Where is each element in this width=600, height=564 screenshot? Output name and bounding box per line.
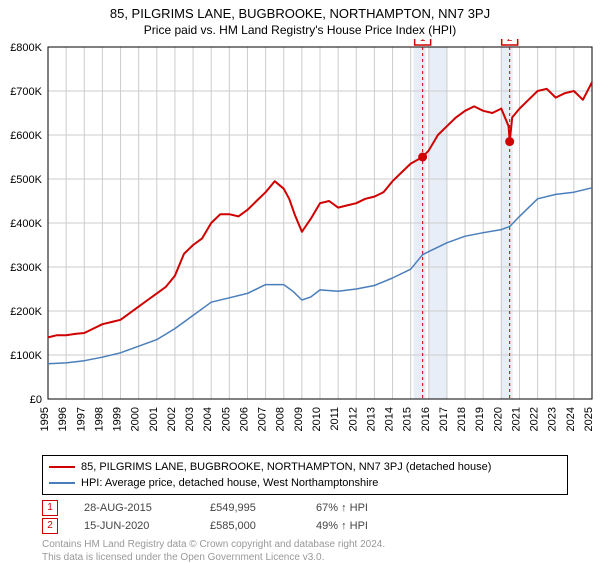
marker-badge: 2 (42, 518, 58, 534)
x-axis-tick-label: 2002 (166, 407, 178, 431)
x-axis-tick-label: 2024 (565, 407, 577, 431)
x-axis-tick-label: 2010 (311, 407, 323, 431)
marker-pct: 67% ↑ HPI (316, 499, 406, 517)
x-axis-tick-label: 2014 (384, 407, 396, 431)
marker-badge: 1 (42, 500, 58, 516)
footer-line-2: This data is licensed under the Open Gov… (42, 552, 568, 564)
legend: 85, PILGRIMS LANE, BUGBROOKE, NORTHAMPTO… (42, 455, 568, 495)
x-axis-tick-label: 2019 (474, 407, 486, 431)
legend-item: HPI: Average price, detached house, West… (49, 475, 561, 491)
marker-badge: 1 (420, 39, 426, 44)
marker-table-row: 2 15-JUN-2020 £585,000 49% ↑ HPI (42, 517, 568, 535)
x-axis-tick-label: 1997 (75, 407, 87, 431)
legend-swatch (49, 466, 75, 468)
footer-attribution: Contains HM Land Registry data © Crown c… (42, 539, 568, 564)
chart-container: 85, PILGRIMS LANE, BUGBROOKE, NORTHAMPTO… (0, 0, 600, 560)
footer-line-1: Contains HM Land Registry data © Crown c… (42, 539, 568, 552)
x-axis-tick-label: 2000 (130, 407, 142, 431)
marker-table: 1 28-AUG-2015 £549,995 67% ↑ HPI 2 15-JUN-202… (42, 499, 568, 535)
y-axis-tick-label: £700K (10, 86, 42, 98)
x-axis-tick-label: 2022 (529, 407, 541, 431)
chart-subtitle: Price paid vs. HM Land Registry's House … (0, 21, 600, 39)
marker-date: 28-AUG-2015 (84, 499, 184, 517)
legend-item: 85, PILGRIMS LANE, BUGBROOKE, NORTHAMPTO… (49, 459, 561, 475)
y-axis-tick-label: £0 (30, 394, 42, 406)
x-axis-tick-label: 2009 (293, 407, 305, 431)
y-axis-tick-label: £600K (10, 130, 42, 142)
marker-price: £549,995 (210, 499, 290, 517)
x-axis-tick-label: 2004 (202, 407, 214, 431)
x-axis-tick-label: 2025 (583, 407, 595, 431)
x-axis-tick-label: 2003 (184, 407, 196, 431)
x-axis-tick-label: 2020 (492, 407, 504, 431)
x-axis-tick-label: 2018 (456, 407, 468, 431)
x-axis-tick-label: 1995 (39, 407, 51, 431)
chart-plot-area: £0 £100K £200K £300K £400K £500K £600K £700K £80… (0, 39, 600, 449)
x-axis-tick-label: 2012 (347, 407, 359, 431)
x-axis-tick-label: 2017 (438, 407, 450, 431)
x-axis-tick-label: 1999 (112, 407, 124, 431)
legend-label: 85, PILGRIMS LANE, BUGBROOKE, NORTHAMPTO… (81, 459, 491, 475)
x-axis-tick-label: 2006 (238, 407, 250, 431)
x-axis-tick-label: 2007 (257, 407, 269, 431)
marker-price: £585,000 (210, 517, 290, 535)
y-axis-tick-label: £400K (10, 218, 42, 230)
legend-label: HPI: Average price, detached house, West… (81, 475, 378, 491)
x-axis-tick-label: 2005 (220, 407, 232, 431)
x-axis-tick-label: 2016 (420, 407, 432, 431)
x-axis-tick-label: 2013 (365, 407, 377, 431)
legend-swatch (49, 482, 75, 484)
x-axis-tick-label: 2011 (329, 407, 341, 431)
y-axis-tick-label: £200K (10, 306, 42, 318)
x-axis-tick-label: 2015 (402, 407, 414, 431)
x-axis-tick-label: 2021 (510, 407, 522, 431)
y-axis-tick-label: £100K (10, 350, 42, 362)
marker-pct: 49% ↑ HPI (316, 517, 406, 535)
y-axis-tick-label: £300K (10, 262, 42, 274)
x-axis-tick-label: 2001 (148, 407, 160, 431)
x-axis-tick-label: 1998 (93, 407, 105, 431)
chart-title: 85, PILGRIMS LANE, BUGBROOKE, NORTHAMPTO… (0, 0, 600, 21)
y-axis-tick-label: £800K (10, 42, 42, 54)
marker-table-row: 1 28-AUG-2015 £549,995 67% ↑ HPI (42, 499, 568, 517)
x-axis-tick-label: 1996 (57, 407, 69, 431)
marker-date: 15-JUN-2020 (84, 517, 184, 535)
x-axis-tick-label: 2008 (275, 407, 287, 431)
marker-badge: 2 (507, 39, 513, 44)
y-axis-tick-label: £500K (10, 174, 42, 186)
x-axis-tick-label: 2023 (547, 407, 559, 431)
